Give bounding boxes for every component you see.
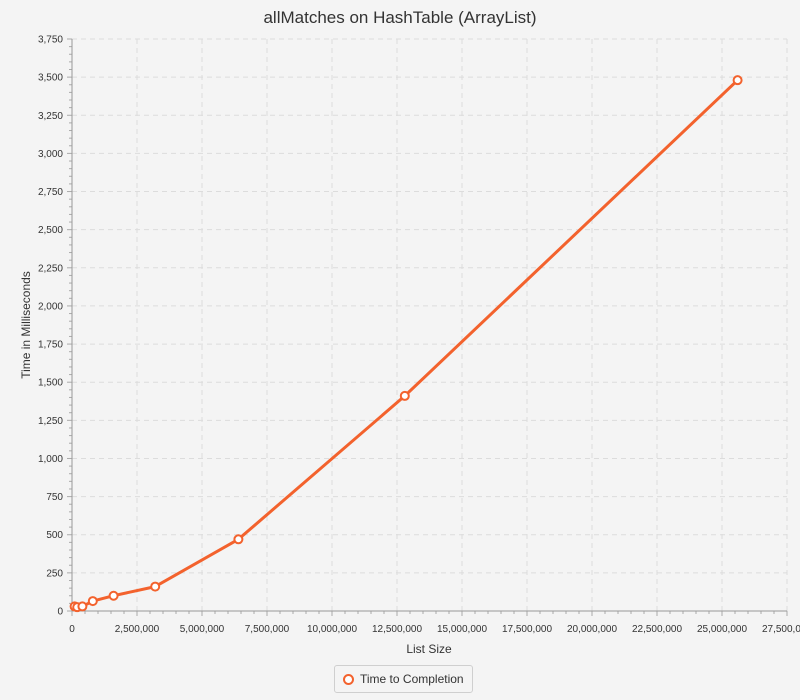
y-tick-label: 1,500 [38, 378, 63, 389]
x-tick-label: 5,000,000 [180, 624, 225, 635]
data-point [233, 534, 244, 545]
x-tick-label: 22,500,000 [632, 624, 682, 635]
data-point [87, 596, 98, 607]
x-tick-label: 25,000,000 [697, 624, 747, 635]
x-tick-label: 27,500,000 [762, 624, 800, 635]
x-axis-title: List Size [406, 642, 452, 656]
y-tick-label: 0 [57, 607, 63, 618]
x-tick-label: 17,500,000 [502, 624, 552, 635]
y-tick-label: 3,250 [38, 111, 63, 122]
x-tick-label: 7,500,000 [245, 624, 290, 635]
y-tick-label: 1,250 [38, 416, 63, 427]
y-tick-label: 500 [46, 530, 63, 541]
data-point [150, 581, 161, 592]
chart-title: allMatches on HashTable (ArrayList) [263, 8, 536, 27]
x-tick-label: 2,500,000 [115, 624, 160, 635]
x-tick-label: 10,000,000 [307, 624, 357, 635]
y-axis-title: Time in Milliseconds [19, 271, 33, 379]
y-tick-label: 1,750 [38, 340, 63, 351]
tick-labels: 0 2,500,000 5,000,000 7,500,000 10,000,000 12… [38, 35, 800, 636]
y-tick-label: 1,000 [38, 454, 63, 465]
x-tick-label: 15,000,000 [437, 624, 487, 635]
plot-area [72, 39, 787, 611]
y-tick-label: 3,000 [38, 149, 63, 160]
y-tick-label: 250 [46, 568, 63, 579]
y-tick-label: 2,500 [38, 225, 63, 236]
data-point [732, 75, 743, 86]
data-point [108, 590, 119, 601]
y-tick-label: 2,000 [38, 301, 63, 312]
legend: Time to Completion [334, 665, 473, 693]
series [69, 75, 743, 613]
grid [72, 38, 788, 611]
axes [67, 38, 788, 616]
x-tick-label: 0 [69, 624, 75, 635]
y-tick-label: 3,750 [38, 35, 63, 46]
legend-marker-icon [343, 673, 354, 685]
y-tick-label: 3,500 [38, 73, 63, 84]
x-tick-label: 12,500,000 [372, 624, 422, 635]
y-tick-label: 2,750 [38, 187, 63, 198]
legend-label: Time to Completion [360, 672, 464, 686]
data-point [77, 601, 88, 612]
data-point [399, 390, 410, 401]
y-tick-label: 750 [46, 492, 63, 503]
y-tick-label: 2,250 [38, 263, 63, 274]
x-tick-label: 20,000,000 [567, 624, 617, 635]
